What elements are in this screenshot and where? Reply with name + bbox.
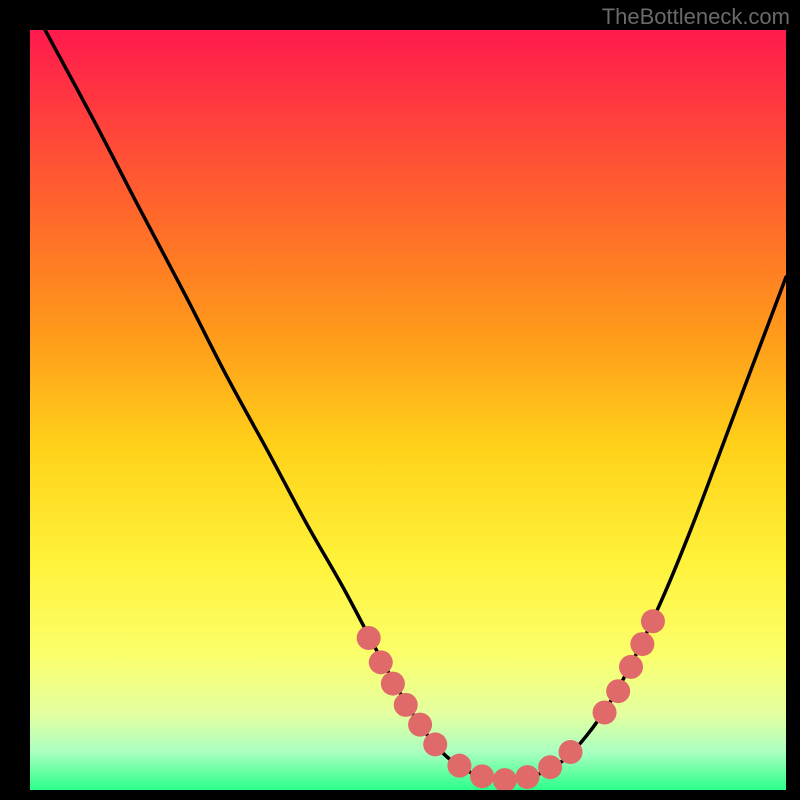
marker-right-ascent (619, 655, 643, 679)
marker-valley-floor (515, 765, 539, 789)
marker-right-ascent (630, 632, 654, 656)
marker-left-descent (408, 713, 432, 737)
marker-right-ascent (593, 700, 617, 724)
marker-valley-floor (447, 754, 471, 778)
marker-left-descent (357, 626, 381, 650)
bottleneck-curve (45, 30, 786, 780)
marker-left-descent (394, 693, 418, 717)
marker-left-descent (381, 672, 405, 696)
marker-valley-floor (559, 740, 583, 764)
marker-valley-floor (538, 755, 562, 779)
marker-left-descent (369, 650, 393, 674)
marker-right-ascent (641, 609, 665, 633)
marker-valley-floor (470, 764, 494, 788)
marker-valley-floor (493, 768, 517, 790)
watermark-text: TheBottleneck.com (602, 4, 790, 30)
marker-left-descent (423, 732, 447, 756)
marker-right-ascent (606, 679, 630, 703)
plot-area (30, 30, 786, 790)
chart-svg (30, 30, 786, 790)
